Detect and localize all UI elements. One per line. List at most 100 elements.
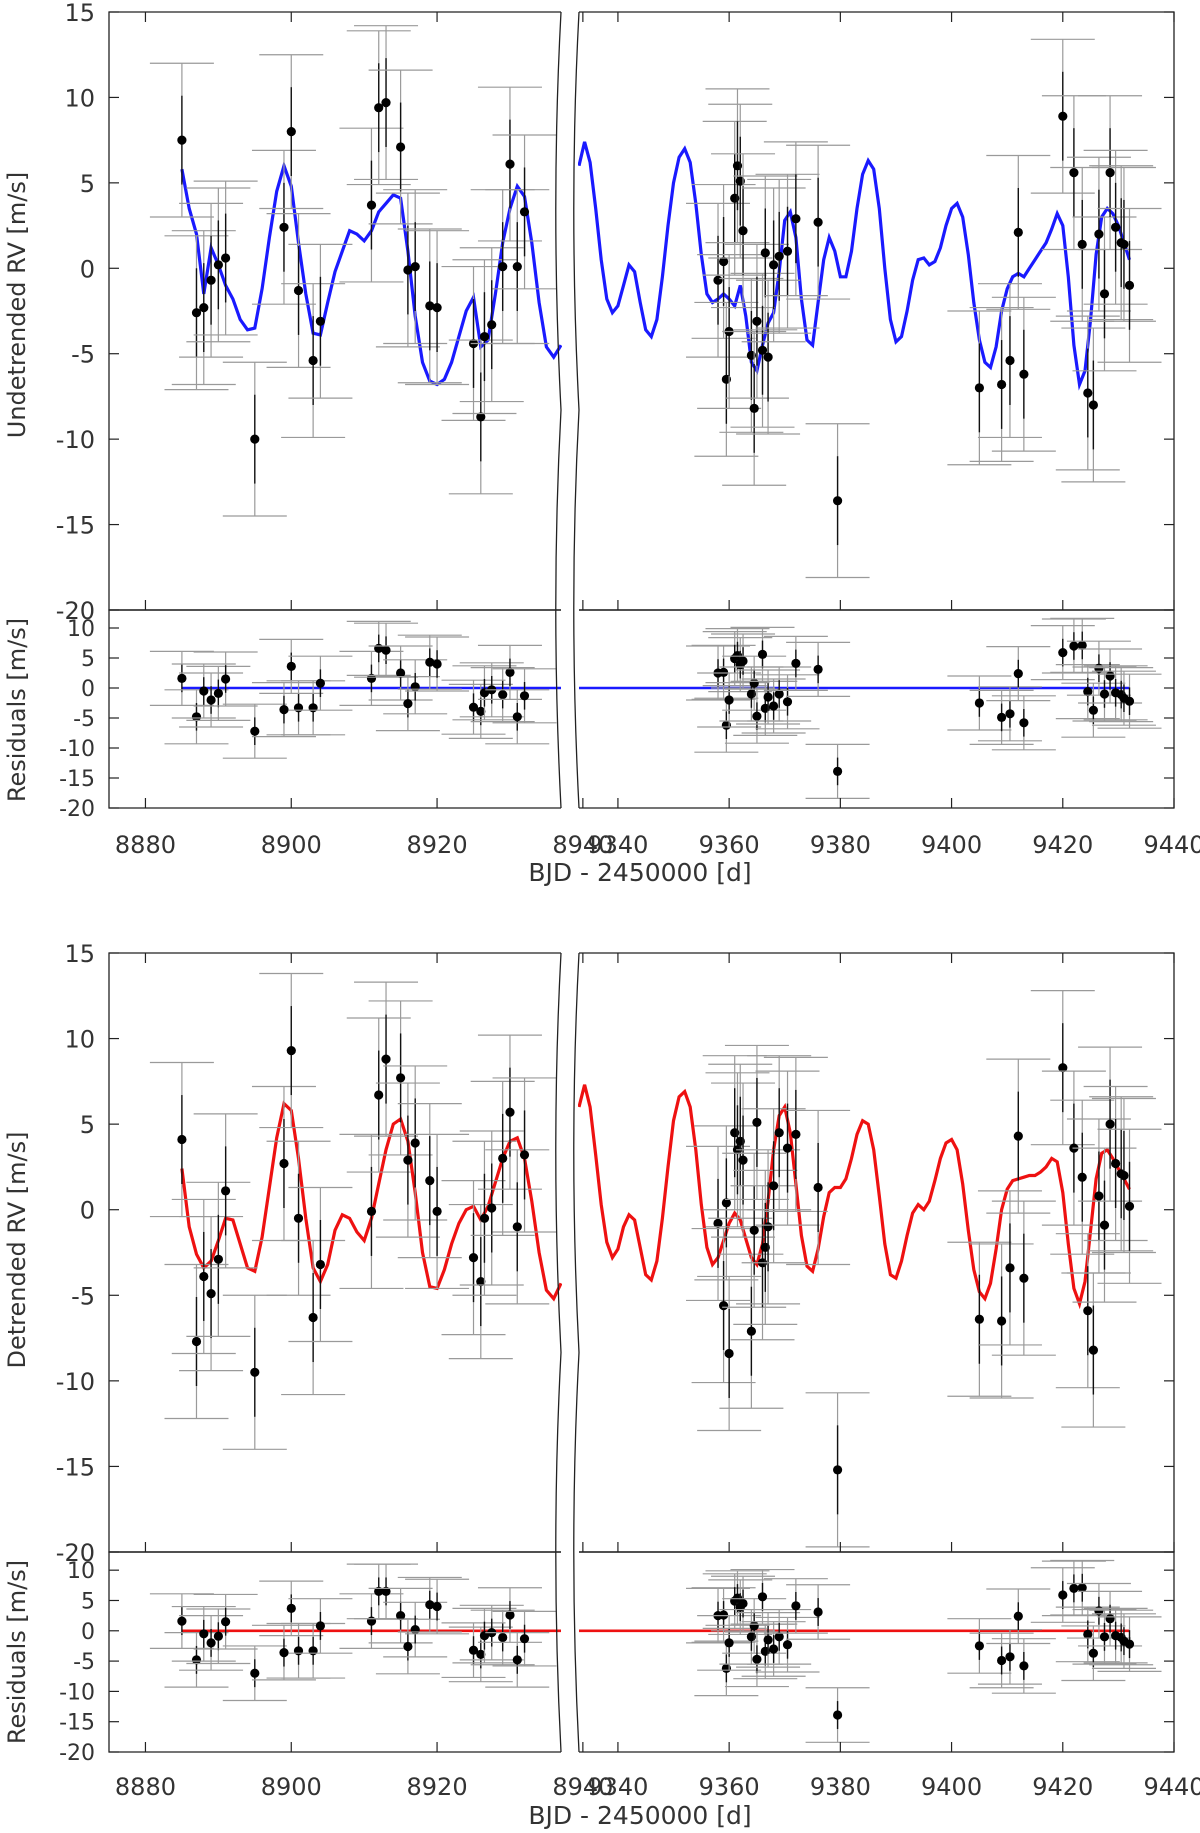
rv-data-point [774, 1128, 784, 1138]
rv-data-point [432, 1206, 442, 1216]
detrended-figure: 15 10 5 0 -5 -10 -15 -20 10 5 0 -5 -10 -15 -20 8880 89… [3, 940, 1200, 1830]
y-tick-label: 0 [80, 255, 95, 283]
rv-data-point [833, 496, 843, 506]
rv-data-point [1013, 227, 1023, 237]
rv-data-point [1124, 280, 1135, 290]
residual-data-point [279, 1648, 289, 1658]
rv-data-point [468, 1253, 479, 1263]
rv-data-point [1099, 289, 1110, 299]
axis-break-right [573, 952, 580, 1753]
rv-data-point [724, 1348, 734, 1359]
residual-y-tick-label: -15 [59, 767, 95, 792]
residual-data-point [782, 1640, 793, 1650]
y-tick-label: 15 [64, 940, 95, 968]
residual-data-point [191, 712, 202, 722]
rv-data-point [1124, 1201, 1135, 1211]
y-tick-label: -10 [56, 426, 95, 454]
rv-data-point [512, 1222, 522, 1232]
rv-data-point [1111, 222, 1121, 232]
residual-data-point [396, 1611, 406, 1621]
residual-data-point [1099, 689, 1110, 699]
rv-data-point [1094, 1191, 1104, 1201]
rv-data-point [213, 1254, 223, 1264]
rv-data-point [177, 1134, 187, 1145]
rv-data-point [396, 142, 406, 152]
detrended-rv-y-axis-label: Detrended RV [m/s] [3, 1132, 31, 1369]
rv-data-point [1005, 355, 1015, 366]
residual-y-tick-label: 5 [81, 1589, 95, 1614]
residual-data-point [1124, 1639, 1135, 1649]
residual-data-point [315, 678, 325, 688]
residual-data-point [757, 649, 768, 660]
residual-data-point [468, 702, 479, 712]
residual-data-point [833, 1710, 843, 1720]
x-right-tick-label: 9340 [587, 831, 648, 859]
rv-data-point [476, 412, 486, 422]
axis-break-gap [562, 952, 578, 1753]
residual-y-tick-label: -15 [59, 1711, 95, 1736]
rv-data-point [791, 1129, 801, 1139]
rv-data-point [719, 1301, 729, 1311]
x-right-tick-label: 9440 [1143, 831, 1200, 859]
residual-data-point [206, 1638, 216, 1648]
y-tick-label: -15 [56, 512, 95, 540]
residual-data-point [396, 668, 406, 678]
rv-data-point [250, 434, 260, 444]
detrended-residuals-y-axis-label: Residuals [m/s] [3, 1560, 31, 1744]
rv-data-point [213, 260, 223, 270]
y-tick-label: 10 [64, 1026, 95, 1054]
rv-data-point [487, 320, 497, 330]
residual-data-point [791, 1601, 801, 1611]
undetrended-figure: 15 10 5 0 -5 -10 -15 -20 10 5 0 -5 -10 -15 -20 8880 89… [3, 0, 1200, 887]
rv-data-point [1105, 1119, 1115, 1129]
residual-panel-frame-left [108, 1551, 561, 1753]
rv-data-point [1105, 168, 1115, 178]
rv-data-point [410, 1138, 420, 1148]
residual-data-point [206, 695, 216, 705]
residual-data-point [221, 674, 231, 684]
residual-data-point [763, 1635, 773, 1645]
y-tick-label: -15 [56, 1453, 95, 1481]
residual-data-point [763, 692, 773, 702]
rv-data-point [1111, 1158, 1121, 1169]
rv-data-point [746, 1326, 757, 1336]
rv-data-point [498, 1153, 508, 1163]
residual-data-point [410, 682, 420, 692]
residual-data-point [476, 706, 486, 717]
residual-data-point [250, 726, 260, 736]
rv-data-point [199, 1271, 209, 1282]
residual-data-point [279, 705, 289, 715]
rv-data-point [1083, 1306, 1093, 1316]
x-right-tick-label: 9420 [1032, 1773, 1093, 1801]
residual-data-point [403, 1641, 413, 1652]
axis-break-right [573, 11, 580, 809]
residual-data-point [191, 1655, 202, 1665]
residual-data-point [1105, 671, 1115, 681]
residual-data-point [512, 712, 522, 722]
rv-data-point [1058, 1063, 1068, 1073]
x-right-tick-label: 9400 [921, 831, 982, 859]
rv-data-point [769, 1181, 779, 1191]
residual-data-point [468, 1645, 479, 1655]
residual-data-point [774, 689, 784, 699]
rv-data-point [308, 1312, 318, 1323]
rv-data-point [425, 1176, 435, 1186]
rv-data-point [774, 251, 784, 261]
x-right-tick-label: 9420 [1032, 831, 1093, 859]
rv-data-point [791, 214, 801, 224]
residual-data-point [432, 1601, 442, 1612]
undetrended-rv-plot [108, 11, 1175, 611]
rv-data-point [752, 316, 762, 326]
undetrended-y-tick-labels: 15 10 5 0 -5 -10 -15 -20 [56, 0, 1174, 625]
residual-data-point [177, 1616, 187, 1626]
rv-data-point [374, 103, 384, 113]
rv-data-point [782, 246, 793, 256]
residual-data-point [724, 695, 734, 705]
y-tick-label: 0 [80, 1197, 95, 1225]
residual-data-point [813, 664, 823, 675]
residual-data-point [813, 1607, 823, 1617]
rv-data-point [1094, 229, 1104, 239]
rv-data-point [221, 1186, 231, 1196]
rv-data-point [487, 1203, 497, 1213]
rv-data-point [505, 159, 515, 169]
